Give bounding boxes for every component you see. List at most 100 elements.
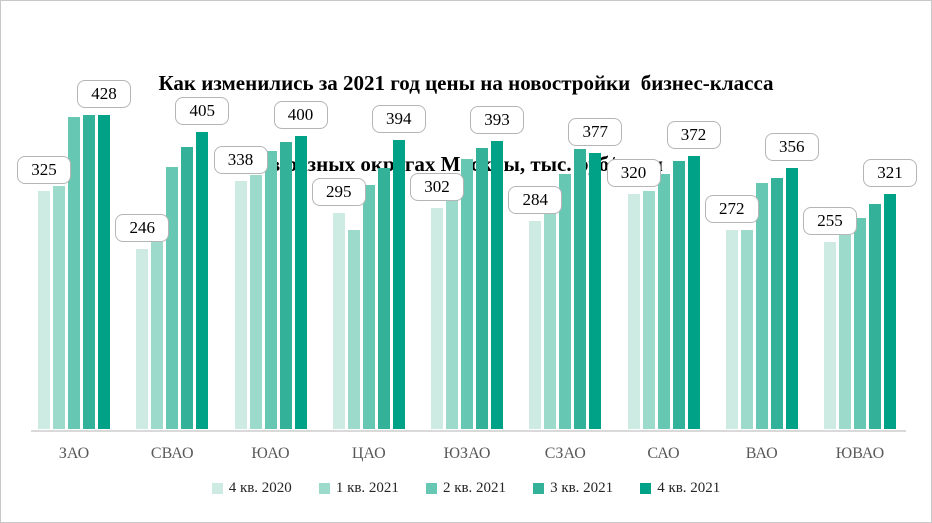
data-label-callout: 321 xyxy=(863,159,917,187)
data-label-callout: 325 xyxy=(17,156,71,184)
bar-series-3 xyxy=(68,117,80,429)
data-label-callout: 272 xyxy=(704,195,759,223)
bar-series-3 xyxy=(264,151,277,429)
data-label-callout: 255 xyxy=(803,207,857,235)
bar-series-1 xyxy=(529,221,542,429)
category-label-2: СВАО xyxy=(150,445,194,462)
legend-label: 2 кв. 2021 xyxy=(442,480,507,496)
bar-series-5 xyxy=(294,136,307,429)
plot-area: 325 428 246 405 338 400 295 394 302 393 284 377 320 3… xyxy=(17,80,917,429)
data-label-callout: 400 xyxy=(273,101,328,129)
category-label-3: ЮАО xyxy=(251,445,290,462)
data-label-callout: 356 xyxy=(764,133,819,161)
legend-swatch-icon xyxy=(211,483,223,494)
bar-series-3 xyxy=(559,174,572,429)
bar-series-3 xyxy=(461,159,473,429)
x-axis-line xyxy=(31,430,906,432)
data-label-callout: 372 xyxy=(666,121,721,149)
x-axis-labels: ЗАО СВАО ЮАО ЦАО ЮЗАО СЗАО САО ВАО ЮВАО xyxy=(38,445,896,463)
bar-series-1 xyxy=(332,213,345,429)
bar-series-4 xyxy=(672,161,685,429)
bar-series-5 xyxy=(687,156,700,429)
bar-group-7: 320 372 xyxy=(606,89,721,429)
legend-item-4: 3 кв. 2021 xyxy=(533,480,613,497)
legend-item-1: 4 кв. 2020 xyxy=(211,480,292,497)
bar-series-4 xyxy=(574,149,587,429)
legend-item-5: 4 кв. 2021 xyxy=(640,480,720,497)
data-label-callout: 320 xyxy=(606,159,661,187)
legend: 4 кв. 2020 1 кв. 2021 2 кв. 2021 3 кв. 2021… xyxy=(1,480,931,497)
legend-item-3: 2 кв. 2021 xyxy=(425,480,507,497)
bar-group-9: 255 321 xyxy=(803,89,917,429)
bar-group-5: 302 393 xyxy=(410,89,524,429)
bar-series-2 xyxy=(347,230,360,429)
bar-series-2 xyxy=(740,230,753,429)
bar-series-4 xyxy=(377,168,390,429)
bar-series-2 xyxy=(151,242,164,429)
bar-series-3 xyxy=(362,185,375,429)
bar-group-3: 338 400 xyxy=(213,89,328,429)
bar-series-5 xyxy=(884,194,896,429)
category-label-6: СЗАО xyxy=(544,445,586,462)
bar-group-6: 284 377 xyxy=(508,89,623,429)
legend-swatch-icon xyxy=(533,483,545,494)
data-label-callout: 295 xyxy=(311,178,366,206)
data-label-callout: 393 xyxy=(470,106,524,134)
bar-series-2 xyxy=(249,175,262,429)
legend-swatch-icon xyxy=(640,483,652,494)
bar-series-1 xyxy=(431,208,443,429)
bar-group-8: 272 356 xyxy=(704,89,819,429)
data-label-callout: 338 xyxy=(213,146,268,174)
data-label-callout: 377 xyxy=(568,118,623,146)
bar-series-1 xyxy=(234,181,247,429)
bar-series-3 xyxy=(166,167,179,429)
category-label-8: ВАО xyxy=(745,445,778,462)
bar-series-1 xyxy=(136,249,149,429)
category-label-4: ЦАО xyxy=(351,445,386,462)
bar-series-3 xyxy=(854,218,866,429)
category-label-1: ЗАО xyxy=(58,445,90,462)
legend-label: 4 кв. 2021 xyxy=(657,480,721,496)
legend-label: 3 кв. 2021 xyxy=(550,480,614,496)
legend-swatch-icon xyxy=(425,483,437,494)
bar-group-1: 325 428 xyxy=(17,80,131,429)
category-label-9: ЮВАО xyxy=(835,445,885,462)
bar-series-5 xyxy=(785,168,798,429)
bar-series-1 xyxy=(725,230,738,429)
bar-series-5 xyxy=(392,140,405,429)
bar-series-4 xyxy=(279,142,292,429)
bar-series-4 xyxy=(476,148,488,429)
legend-item-2: 1 кв. 2021 xyxy=(318,480,399,497)
bar-series-1 xyxy=(627,194,640,429)
bar-series-1 xyxy=(824,242,836,429)
legend-swatch-icon xyxy=(318,483,330,494)
data-label-callout: 394 xyxy=(371,105,426,133)
bar-series-5 xyxy=(196,132,209,429)
bar-series-2 xyxy=(544,208,557,429)
category-label-7: САО xyxy=(647,445,680,462)
bar-series-5 xyxy=(98,115,110,429)
bar-series-4 xyxy=(181,147,194,429)
bar-group-2: 246 405 xyxy=(115,89,230,429)
bar-group-4: 295 394 xyxy=(311,89,426,429)
bar-series-4 xyxy=(869,204,881,429)
data-label-callout: 302 xyxy=(410,173,464,201)
legend-label: 1 кв. 2021 xyxy=(335,480,399,496)
bar-series-1 xyxy=(38,191,50,429)
bar-series-5 xyxy=(589,153,602,429)
bar-series-4 xyxy=(770,178,783,429)
category-label-5: ЮЗАО xyxy=(443,445,491,462)
bar-series-5 xyxy=(491,141,503,429)
data-label-callout: 428 xyxy=(77,80,131,108)
bar-series-2 xyxy=(53,186,65,429)
data-label-callout: 246 xyxy=(115,214,170,242)
bar-series-2 xyxy=(446,199,458,429)
chart-title-line1: Как изменились за 2021 год цены на новос… xyxy=(158,71,774,95)
bar-series-2 xyxy=(839,235,851,429)
bar-series-3 xyxy=(657,174,670,429)
data-label-callout: 284 xyxy=(508,186,563,214)
data-label-callout: 405 xyxy=(175,97,230,125)
bar-series-4 xyxy=(83,115,95,429)
bar-series-2 xyxy=(642,191,655,429)
